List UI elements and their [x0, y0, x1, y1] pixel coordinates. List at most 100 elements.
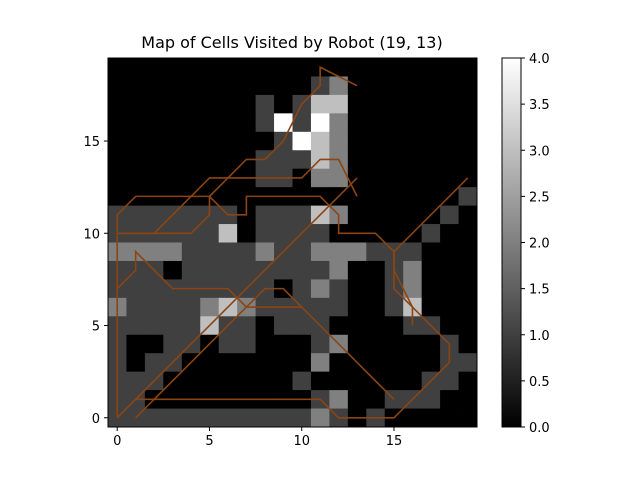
heatmap-cell — [144, 58, 164, 77]
heatmap-cell — [144, 279, 164, 299]
heatmap-cell — [200, 76, 220, 96]
heatmap-cell — [347, 334, 367, 354]
heatmap-cell — [440, 224, 459, 243]
heatmap-cell — [421, 297, 441, 317]
heatmap-cell — [200, 131, 220, 151]
colorbar-tick-label: 3.5 — [529, 98, 550, 113]
heatmap-cell — [181, 131, 201, 151]
heatmap-cell — [181, 113, 201, 133]
heatmap-cell — [108, 150, 127, 170]
heatmap-cell — [440, 205, 459, 225]
heatmap-cell — [403, 371, 423, 391]
heatmap-cell — [163, 150, 183, 170]
heatmap-cell — [458, 205, 478, 225]
heatmap-cell — [366, 76, 386, 96]
heatmap-cell — [384, 113, 404, 133]
heatmap-cell — [255, 58, 275, 77]
heatmap-cell — [181, 297, 201, 317]
heatmap-cell — [347, 113, 367, 133]
heatmap-cell — [237, 353, 256, 373]
heatmap-cell — [440, 408, 459, 428]
heatmap-cell — [458, 58, 478, 77]
heatmap-cell — [458, 224, 478, 243]
heatmap-cell — [329, 390, 349, 409]
heatmap-cell — [366, 353, 386, 373]
robot-path — [116, 177, 358, 419]
robot-path — [135, 177, 469, 419]
heatmap-cell — [440, 279, 459, 299]
heatmap-cell — [384, 353, 404, 373]
heatmap-cell — [181, 260, 201, 280]
heatmap-cell — [329, 279, 349, 299]
robot-path — [116, 249, 302, 308]
heatmap-cell — [347, 76, 367, 96]
heatmap-cell — [310, 94, 330, 114]
heatmap-cell — [218, 150, 238, 170]
heatmap-cell — [200, 260, 220, 280]
heatmap-cell — [218, 408, 238, 428]
heatmap-cell — [421, 279, 441, 299]
heatmap-cell — [347, 371, 367, 391]
heatmap-cell — [384, 168, 404, 188]
heatmap-cell — [458, 353, 478, 373]
heatmap-cell — [366, 260, 386, 280]
heatmap-cell — [237, 76, 256, 96]
heatmap-cell — [421, 187, 441, 206]
heatmap-cell — [237, 316, 256, 336]
heatmap-cell — [292, 113, 312, 133]
heatmap-cell — [126, 279, 146, 299]
heatmap-cell — [366, 242, 386, 262]
heatmap-cell — [274, 353, 293, 373]
robot-path — [117, 65, 358, 235]
heatmap-cell — [274, 334, 293, 354]
heatmap-cell — [108, 168, 127, 188]
heatmap-cell — [458, 316, 478, 336]
heatmap-cell — [200, 150, 220, 170]
heatmap-cell — [200, 224, 220, 243]
heatmap-cell — [200, 94, 220, 114]
heatmap-cell — [310, 168, 330, 188]
heatmap-cell — [274, 113, 293, 133]
heatmap-cell — [237, 242, 256, 262]
heatmap-cell — [126, 205, 146, 225]
heatmap-cell — [218, 353, 238, 373]
heatmap-cell — [347, 279, 367, 299]
heatmap-cell — [126, 58, 146, 77]
heatmap-cell — [163, 260, 183, 280]
heatmap-cell — [108, 94, 127, 114]
heatmap-cell — [421, 131, 441, 151]
heatmap-cell — [163, 168, 183, 188]
heatmap-cell — [108, 76, 127, 96]
heatmap-cell — [126, 131, 146, 151]
heatmap-cell — [384, 334, 404, 354]
heatmap-cell — [329, 242, 349, 262]
heatmap-cell — [421, 334, 441, 354]
heatmap-cell — [384, 58, 404, 77]
heatmap-cell — [237, 113, 256, 133]
heatmap-cell — [218, 371, 238, 391]
heatmap-cell — [440, 113, 459, 133]
heatmap-cell — [292, 371, 312, 391]
heatmap-cell — [403, 260, 423, 280]
heatmap-cell — [403, 150, 423, 170]
heatmap-cell — [366, 58, 386, 77]
heatmap-cell — [200, 58, 220, 77]
heatmap-cell — [421, 224, 441, 243]
colorbar-tick-label: 1.0 — [529, 329, 550, 344]
heatmap-cell — [403, 353, 423, 373]
heatmap-cell — [458, 242, 478, 262]
heatmap-cell — [421, 390, 441, 409]
heatmap-cell — [292, 205, 312, 225]
heatmap-cell — [421, 168, 441, 188]
heatmap-cell — [347, 150, 367, 170]
heatmap-cell — [421, 242, 441, 262]
heatmap-cell — [144, 113, 164, 133]
heatmap-cell — [255, 76, 275, 96]
heatmap-cell — [274, 205, 293, 225]
heatmap-cell — [126, 150, 146, 170]
heatmap-cell — [366, 205, 386, 225]
heatmap-cell — [181, 168, 201, 188]
y-tick-label: 0 — [92, 412, 100, 427]
robot-path — [135, 287, 395, 419]
heatmap-cell — [163, 316, 183, 336]
